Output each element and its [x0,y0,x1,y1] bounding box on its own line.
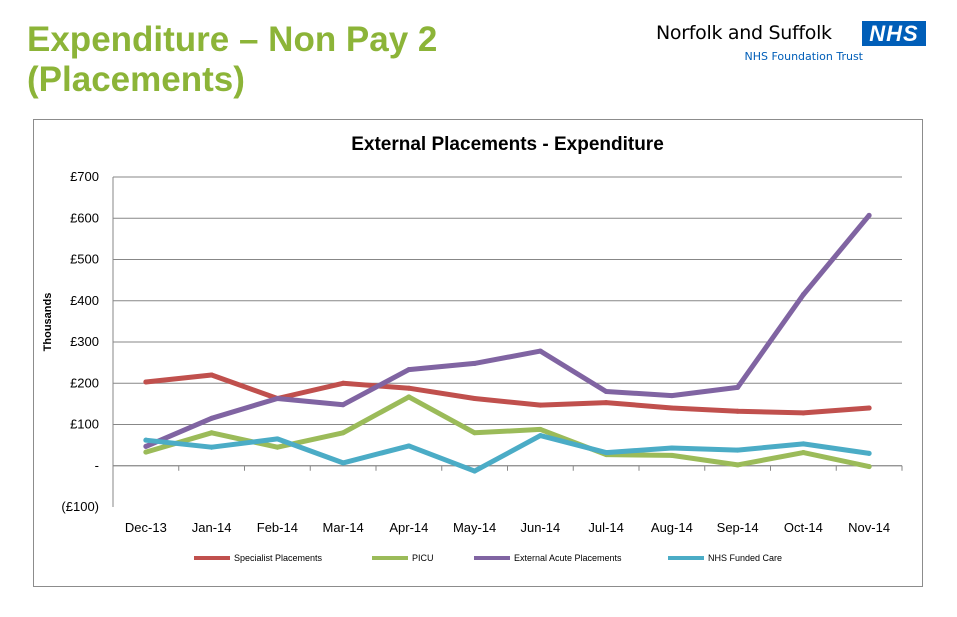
data-point [209,372,215,378]
slide-title-line1: Expenditure – Non Pay 2 [27,20,438,59]
x-tick-label: May-14 [453,520,496,535]
series-line-3 [143,212,872,449]
legend-label: PICU [412,553,434,563]
data-point [603,389,609,394]
data-point [866,464,872,470]
x-tick-label: Sep-14 [717,520,759,535]
data-point [669,452,675,458]
data-point [866,212,872,218]
data-point [472,430,478,436]
x-tick-label: Aug-14 [651,520,693,535]
data-point [406,367,412,373]
data-point [669,445,675,451]
y-tick-label: £500 [70,252,99,267]
x-tick-label: Dec-13 [125,520,167,535]
data-point [866,405,872,411]
data-point [800,410,806,416]
data-point [537,402,543,408]
y-tick-label: £100 [70,417,99,432]
y-tick-label: - [95,458,99,473]
data-point [209,444,215,450]
legend-label: NHS Funded Care [708,553,782,563]
data-point [537,348,543,354]
legend-label: External Acute Placements [514,553,622,563]
data-point [537,433,543,439]
data-point [340,460,346,466]
data-point [735,384,741,390]
data-point [274,444,280,450]
data-point [406,394,412,400]
data-point [340,402,346,408]
data-point [735,462,741,468]
x-tick-label: Jul-14 [588,520,623,535]
slide-title: Expenditure – Non Pay 2 (Placements) [27,20,437,100]
data-point [603,450,609,456]
data-point [800,292,806,298]
y-tick-label: £600 [70,210,99,225]
y-tick-label: (£100) [61,499,99,514]
logo-trust-name: Norfolk and Suffolk [656,22,832,44]
logo-subtitle: NHS Foundation Trust [744,50,863,63]
series-line-1 [143,372,872,416]
data-point [406,385,412,391]
data-point [866,450,872,456]
data-point [143,379,149,385]
data-point [735,447,741,453]
x-tick-label: Mar-14 [323,520,364,535]
x-tick-label: Feb-14 [257,520,298,535]
data-point [209,430,215,436]
y-tick-label: £300 [70,334,99,349]
data-point [800,441,806,447]
data-point [603,400,609,406]
data-point [472,360,478,366]
data-point [669,393,675,399]
data-point [143,437,149,443]
data-point [735,408,741,414]
y-tick-label: £400 [70,293,99,308]
x-tick-label: Apr-14 [389,520,428,535]
chart-frame: External Placements - Expenditure £700 £60… [33,119,923,587]
data-point [274,436,280,442]
y-axis-label: Thousands [42,293,54,352]
data-point [143,449,149,455]
chart-title: External Placements - Expenditure [351,134,664,155]
slide-title-line2: (Placements) [27,60,245,99]
x-tick-label: Nov-14 [848,520,890,535]
data-point [340,380,346,386]
nhs-logo-badge: NHS [862,21,926,46]
data-point [800,450,806,456]
data-point [143,443,149,449]
data-point [340,430,346,436]
data-point [669,405,675,411]
data-point [537,426,543,432]
series-line-4 [143,433,872,474]
expenditure-line-chart: External Placements - Expenditure £700 £60… [42,134,903,563]
data-point [472,396,478,402]
x-tick-label: Jan-14 [192,520,232,535]
nhs-trust-logo: Norfolk and Suffolk NHS NHS Foundation T… [656,20,926,68]
data-point [406,443,412,449]
y-tick-label: £700 [70,169,99,184]
data-point [274,396,280,402]
x-tick-label: Jun-14 [521,520,561,535]
data-point [209,415,215,421]
y-tick-label: £200 [70,375,99,390]
x-tick-label: Oct-14 [784,520,823,535]
data-point [472,468,478,474]
series-line-2 [143,394,872,470]
legend-label: Specialist Placements [234,553,323,563]
